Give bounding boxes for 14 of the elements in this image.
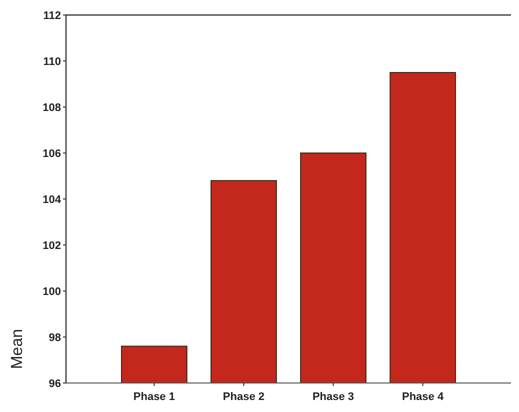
- y-axis-title: Mean: [9, 328, 26, 370]
- y-tick-label: 104: [42, 194, 62, 206]
- y-tick-label: 96: [48, 378, 61, 390]
- y-tick-label: 106: [42, 148, 61, 160]
- y-tick-label: 110: [43, 56, 61, 68]
- y-tick-label: 98: [48, 332, 61, 344]
- x-tick-label: Phase 2: [222, 391, 265, 403]
- x-tick-label: Phase 3: [312, 391, 354, 403]
- x-tick-label: Phase 1: [133, 391, 175, 403]
- y-tick-label: 102: [42, 240, 61, 252]
- y-tick-label: 100: [42, 286, 61, 298]
- x-tick-label: Phase 4: [402, 391, 444, 403]
- y-tick-label: 108: [42, 102, 61, 114]
- y-tick-label: 112: [43, 10, 61, 22]
